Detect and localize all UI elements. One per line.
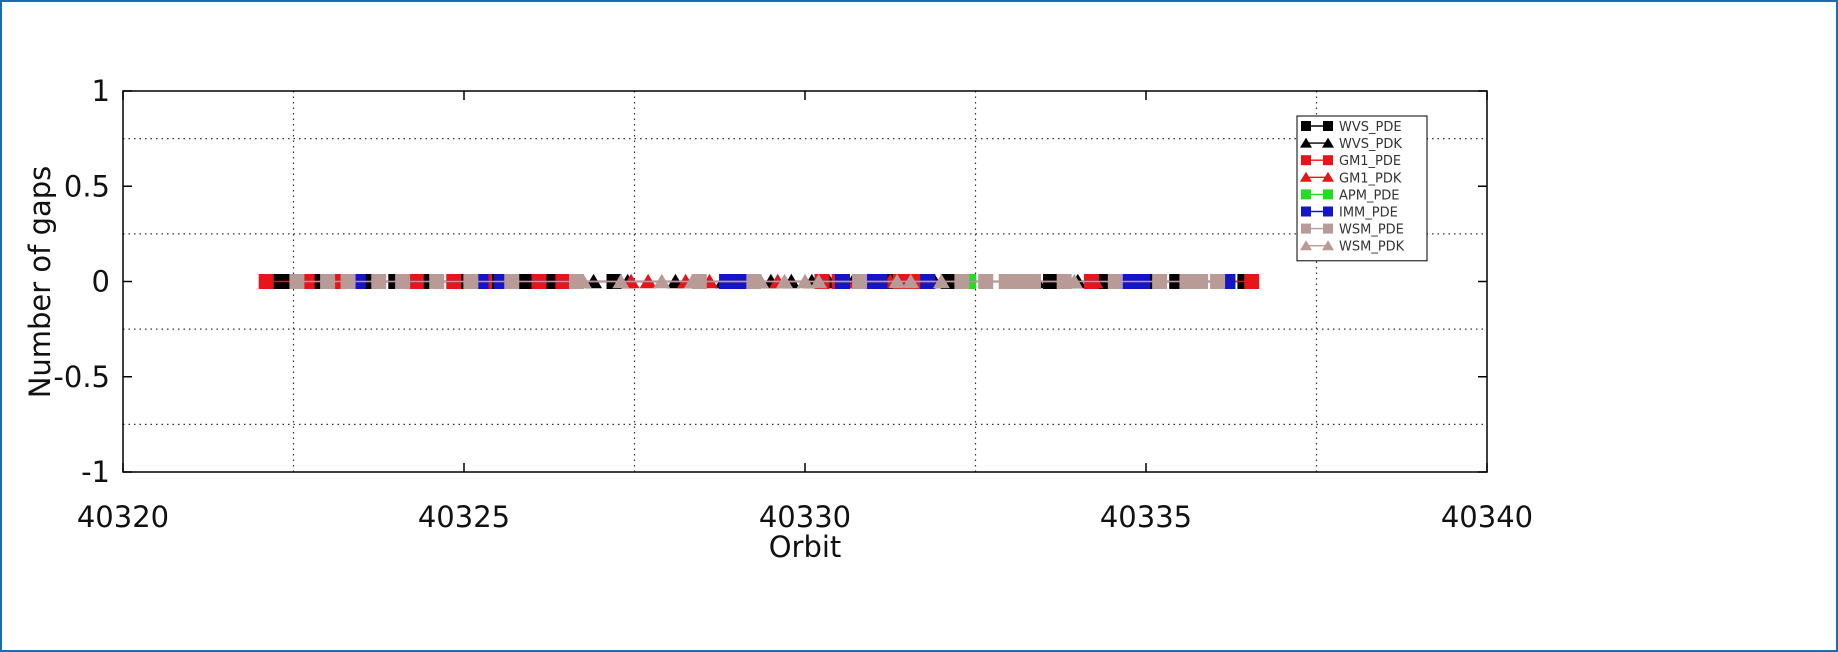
- legend-label: GM1_PDK: [1339, 171, 1402, 186]
- legend-label: GM1_PDE: [1339, 154, 1401, 169]
- legend-marker: [1301, 155, 1311, 166]
- data-point: [289, 274, 305, 289]
- x-tick-label: 40330: [759, 500, 851, 534]
- data-point: [504, 274, 520, 289]
- legend-label: IMM_PDE: [1339, 206, 1398, 221]
- legend-label: WVS_PDK: [1339, 137, 1402, 152]
- legend-marker: [1301, 223, 1311, 234]
- x-tick-label: 40320: [77, 500, 169, 534]
- x-tick-label: 40325: [418, 500, 510, 534]
- y-axis-label: Number of gaps: [23, 166, 57, 399]
- x-tick-label: 40340: [1441, 500, 1533, 534]
- y-tick-label: 0: [92, 265, 110, 299]
- legend-marker: [1300, 171, 1312, 182]
- data-point: [1152, 274, 1168, 289]
- data-point: [463, 274, 479, 289]
- legend-marker: [1323, 206, 1333, 217]
- data-point: [1065, 273, 1083, 289]
- data-point: [653, 273, 671, 289]
- legend: WVS_PDE WVS_PDK GM1_PDE GM1_PDK APM_PDE IMM_P…: [1296, 115, 1428, 262]
- x-tick-label: 40335: [1100, 500, 1192, 534]
- data-point: [320, 274, 336, 289]
- series-wsm-pdk: [574, 273, 1083, 289]
- legend-marker: [1301, 189, 1311, 200]
- data-point: [340, 274, 356, 289]
- legend-marker: [1322, 171, 1334, 182]
- data-point: [1179, 274, 1195, 289]
- legend-marker: [1300, 240, 1312, 251]
- legend-label: WSM_PDK: [1339, 240, 1405, 255]
- data-point: [932, 273, 950, 289]
- legend-marker: [1323, 189, 1333, 200]
- grid-layer: [123, 91, 1487, 472]
- data-point: [371, 274, 387, 289]
- y-tick-label: 0.5: [64, 169, 110, 203]
- data-point: [888, 273, 906, 289]
- data-point: [258, 274, 274, 289]
- legend-label: WVS_PDE: [1339, 120, 1402, 135]
- legend-label: APM_PDE: [1339, 188, 1400, 203]
- data-point: [796, 273, 814, 289]
- data-point: [810, 273, 828, 289]
- data-point: [574, 273, 592, 289]
- legend-marker: [1323, 155, 1333, 166]
- series-layer: [258, 273, 1260, 289]
- y-tick-label: -1: [81, 455, 110, 489]
- data-point: [752, 273, 770, 289]
- y-tick-label: -0.5: [53, 360, 110, 394]
- data-point: [1210, 274, 1226, 289]
- legend-marker: [1301, 206, 1311, 217]
- legend-marker: [1300, 137, 1312, 148]
- data-point: [902, 273, 920, 289]
- data-point: [612, 273, 630, 289]
- data-point: [395, 274, 411, 289]
- legend-marker: [1301, 121, 1311, 131]
- legend-marker: [1323, 121, 1333, 131]
- legend-marker: [1322, 137, 1334, 148]
- x-axis-label: Orbit: [769, 530, 842, 564]
- data-point: [1193, 274, 1209, 289]
- legend-marker: [1322, 240, 1334, 251]
- data-point: [429, 274, 445, 289]
- data-point: [1244, 274, 1260, 289]
- tick-layer: 40320 40325 40330 40335 40340 1 0.5 0 -0.5 -1: [53, 74, 1533, 534]
- y-tick-label: 1: [92, 74, 110, 108]
- data-point: [776, 273, 794, 289]
- legend-box: [1296, 115, 1428, 262]
- legend-label: WSM_PDE: [1339, 223, 1404, 238]
- legend-marker: [1323, 223, 1333, 234]
- data-point: [683, 273, 701, 289]
- data-point: [1107, 274, 1123, 289]
